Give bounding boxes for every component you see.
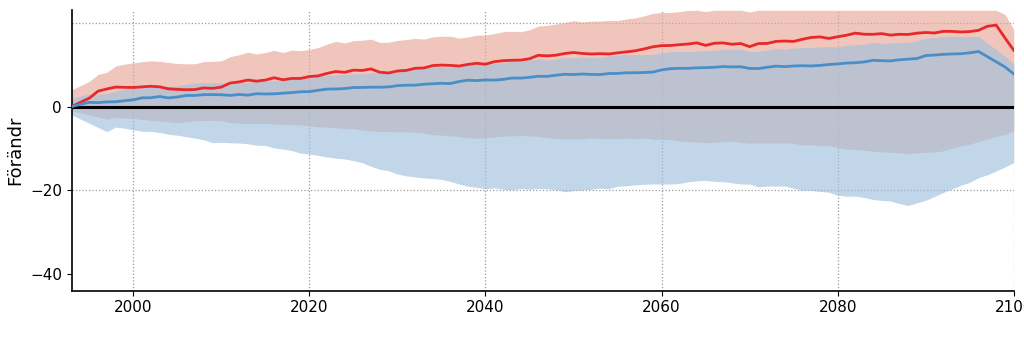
Y-axis label: Förändr: Förändr	[6, 116, 25, 185]
